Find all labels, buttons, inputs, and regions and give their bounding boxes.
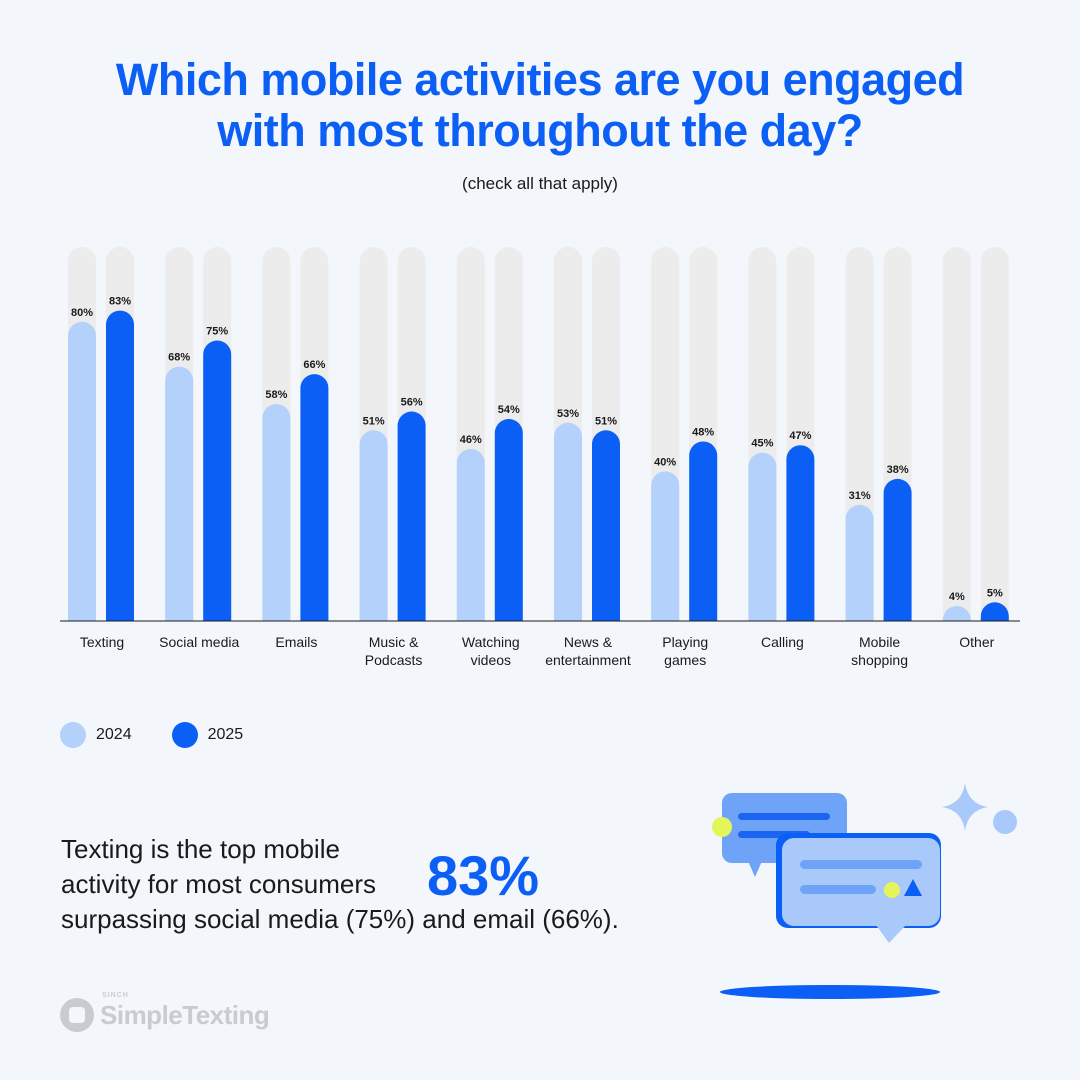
bar-2024 bbox=[456, 448, 485, 621]
data-label-2024: 31% bbox=[849, 490, 871, 502]
category-label: Podcasts bbox=[365, 652, 423, 668]
bar-2024 bbox=[748, 452, 777, 621]
chart-title: Which mobile activities are you engaged … bbox=[0, 54, 1080, 156]
sparkle-icon bbox=[942, 783, 988, 831]
category-label: Music & bbox=[369, 634, 419, 650]
data-label-2025: 75% bbox=[206, 326, 228, 338]
category-label: Watching bbox=[462, 634, 520, 650]
chat-logo-icon bbox=[60, 998, 94, 1032]
callout-stat: 83% bbox=[427, 844, 540, 907]
bar-chart: 80% 83% Texting 68% 75% Social media 58% 66% Ema… bbox=[60, 247, 1020, 668]
title-line-2: with most throughout the day? bbox=[217, 105, 863, 156]
front-chat-bubble bbox=[782, 838, 940, 926]
category-label: News & bbox=[564, 634, 613, 650]
data-label-2025: 51% bbox=[595, 415, 617, 427]
legend-item-2025: 2025 bbox=[171, 722, 244, 748]
data-label-2024: 45% bbox=[751, 438, 773, 450]
bar-2024 bbox=[262, 404, 291, 621]
back-bubble-tail bbox=[748, 861, 762, 877]
legend-label-2024: 2024 bbox=[96, 726, 132, 743]
category-label: videos bbox=[471, 652, 511, 668]
callout-line-2: activity for most consumers bbox=[61, 869, 376, 899]
decorative-circle-icon bbox=[993, 810, 1017, 834]
data-label-2024: 58% bbox=[265, 389, 287, 401]
legend: 2024 2025 bbox=[60, 722, 283, 748]
category-label: Social media bbox=[159, 634, 239, 650]
bar-2025 bbox=[592, 430, 620, 621]
bar-2025 bbox=[203, 340, 232, 621]
category-label: Mobile bbox=[859, 634, 900, 650]
front-bubble-line-2 bbox=[800, 885, 876, 894]
bar-2025 bbox=[397, 411, 426, 621]
bar-2024 bbox=[845, 505, 874, 621]
bar-2024 bbox=[651, 471, 680, 621]
brand-logo: SINCH SimpleTexting bbox=[60, 992, 270, 1032]
front-bubble-tail bbox=[876, 925, 906, 943]
data-label-2025: 56% bbox=[401, 397, 423, 409]
category-label: entertainment bbox=[545, 652, 631, 668]
callout-text: Texting is the top mobile activity for m… bbox=[61, 832, 701, 937]
data-label-2024: 46% bbox=[460, 434, 482, 446]
data-label-2025: 83% bbox=[109, 296, 131, 308]
back-bubble-line-1 bbox=[738, 813, 830, 820]
category-label: shopping bbox=[851, 652, 908, 668]
data-label-2025: 66% bbox=[303, 359, 325, 371]
bar-2025 bbox=[883, 478, 912, 621]
callout-line-1: Texting is the top mobile bbox=[61, 834, 340, 864]
bar-2024 bbox=[359, 430, 388, 621]
data-label-2025: 54% bbox=[498, 404, 520, 416]
legend-swatch-2025 bbox=[171, 722, 198, 748]
data-label-2025: 48% bbox=[692, 426, 714, 438]
legend-item-2024: 2024 bbox=[60, 722, 132, 748]
bar-2025 bbox=[106, 310, 134, 621]
triangle-icon bbox=[904, 879, 922, 896]
data-label-2024: 53% bbox=[557, 408, 579, 420]
bar-track bbox=[980, 247, 1009, 622]
category-label: Calling bbox=[761, 634, 804, 650]
bar-track bbox=[942, 247, 971, 622]
data-label-2025: 47% bbox=[789, 430, 811, 442]
data-label-2025: 38% bbox=[887, 464, 909, 476]
logo-name: SimpleTexting bbox=[100, 999, 270, 1030]
chart-subtitle: (check all that apply) bbox=[462, 174, 618, 193]
legend-swatch-2024 bbox=[60, 722, 86, 748]
legend-label-2025: 2025 bbox=[207, 726, 244, 743]
category-label: Emails bbox=[275, 634, 317, 650]
yellow-dot-icon bbox=[712, 817, 732, 837]
data-label-2024: 4% bbox=[949, 591, 965, 603]
bar-2025 bbox=[980, 602, 1009, 621]
small-yellow-dot-icon bbox=[884, 882, 900, 898]
ground-shadow bbox=[720, 985, 940, 999]
bar-2025 bbox=[494, 419, 523, 621]
data-label-2024: 51% bbox=[363, 415, 385, 427]
bar-2025 bbox=[786, 445, 815, 621]
category-label: Texting bbox=[80, 634, 124, 650]
bar-2024 bbox=[68, 321, 96, 621]
bar-2025 bbox=[689, 441, 718, 621]
chat-bubbles-illustration bbox=[712, 783, 1017, 999]
bar-2024 bbox=[942, 606, 971, 621]
callout-line-3: surpassing social media (75%) and email … bbox=[61, 904, 619, 934]
category-label: Other bbox=[959, 634, 994, 650]
data-label-2025: 5% bbox=[987, 587, 1003, 599]
bar-2024 bbox=[165, 366, 194, 621]
category-label: Playing bbox=[662, 634, 708, 650]
front-bubble-line-1 bbox=[800, 860, 922, 869]
title-line-1: Which mobile activities are you engaged bbox=[115, 54, 965, 105]
data-label-2024: 40% bbox=[654, 456, 676, 468]
category-label: games bbox=[664, 652, 706, 668]
data-label-2024: 68% bbox=[168, 352, 190, 364]
logo-parent-brand: SINCH bbox=[102, 991, 129, 999]
bar-2024 bbox=[554, 422, 582, 621]
data-label-2024: 80% bbox=[71, 307, 93, 319]
bar-2025 bbox=[300, 374, 329, 621]
